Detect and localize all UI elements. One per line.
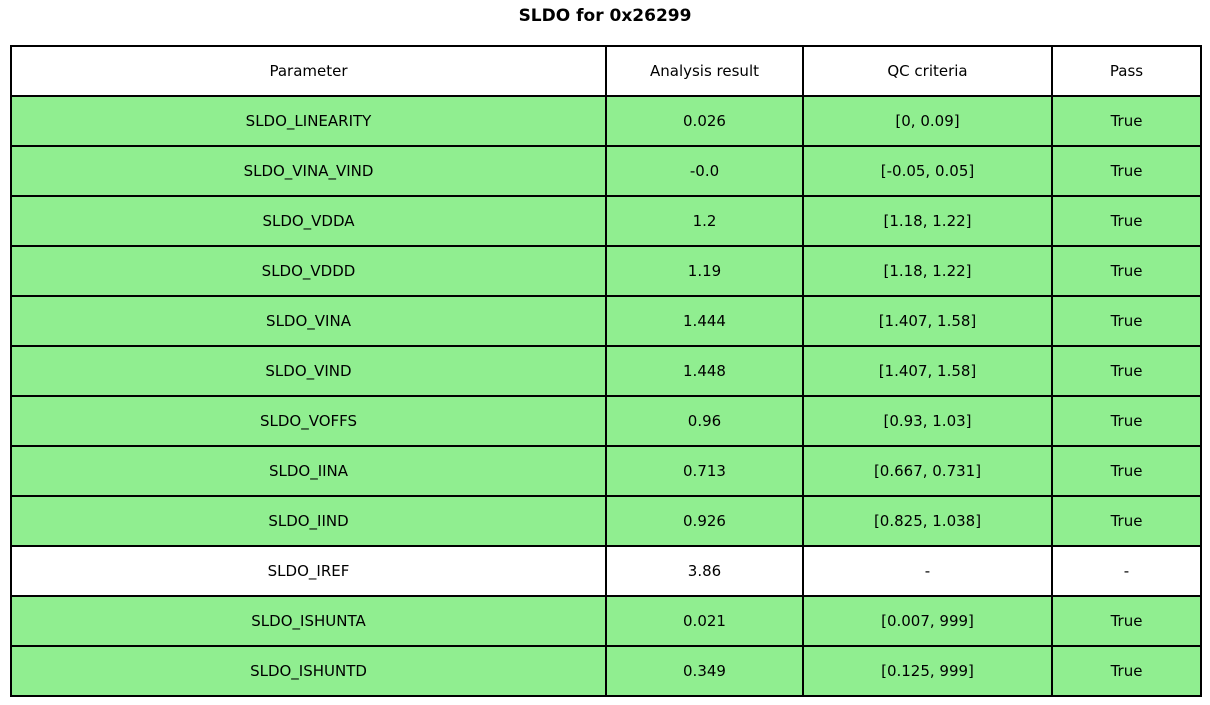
parameter-cell: SLDO_ISHUNTD — [10, 645, 607, 697]
analysis-result-cell: 0.349 — [605, 645, 804, 697]
parameter-cell: SLDO_VINA_VIND — [10, 145, 607, 197]
column-header-analysis-result: Analysis result — [605, 45, 804, 97]
table-row: SLDO_ISHUNTD 0.349 [0.125, 999] True — [10, 645, 1202, 697]
qc-criteria-cell: [1.18, 1.22] — [802, 245, 1053, 297]
analysis-result-cell: 0.021 — [605, 595, 804, 647]
table-row: SLDO_IIND 0.926 [0.825, 1.038] True — [10, 495, 1202, 547]
qc-criteria-cell: - — [802, 545, 1053, 597]
pass-cell: True — [1051, 195, 1202, 247]
table-row: SLDO_IREF 3.86 - - — [10, 545, 1202, 597]
table-row: SLDO_VINA_VIND -0.0 [-0.05, 0.05] True — [10, 145, 1202, 197]
pass-cell: True — [1051, 295, 1202, 347]
parameter-cell: SLDO_VINA — [10, 295, 607, 347]
table-row: SLDO_VDDA 1.2 [1.18, 1.22] True — [10, 195, 1202, 247]
parameter-cell: SLDO_IREF — [10, 545, 607, 597]
qc-criteria-cell: [0.667, 0.731] — [802, 445, 1053, 497]
parameter-cell: SLDO_VOFFS — [10, 395, 607, 447]
parameter-cell: SLDO_ISHUNTA — [10, 595, 607, 647]
table-row: SLDO_IINA 0.713 [0.667, 0.731] True — [10, 445, 1202, 497]
analysis-result-cell: 0.926 — [605, 495, 804, 547]
analysis-result-cell: 3.86 — [605, 545, 804, 597]
qc-criteria-cell: [1.18, 1.22] — [802, 195, 1053, 247]
table-row: SLDO_VOFFS 0.96 [0.93, 1.03] True — [10, 395, 1202, 447]
parameter-cell: SLDO_IINA — [10, 445, 607, 497]
column-header-pass: Pass — [1051, 45, 1202, 97]
qc-criteria-cell: [0.93, 1.03] — [802, 395, 1053, 447]
pass-cell: True — [1051, 395, 1202, 447]
table-row: SLDO_VINA 1.444 [1.407, 1.58] True — [10, 295, 1202, 347]
analysis-result-cell: 1.19 — [605, 245, 804, 297]
analysis-result-cell: 1.2 — [605, 195, 804, 247]
pass-cell: True — [1051, 445, 1202, 497]
pass-cell: True — [1051, 95, 1202, 147]
pass-cell: True — [1051, 495, 1202, 547]
pass-cell: True — [1051, 645, 1202, 697]
table-row: SLDO_LINEARITY 0.026 [0, 0.09] True — [10, 95, 1202, 147]
analysis-result-cell: 1.444 — [605, 295, 804, 347]
analysis-result-cell: -0.0 — [605, 145, 804, 197]
qc-criteria-cell: [0.007, 999] — [802, 595, 1053, 647]
parameter-cell: SLDO_LINEARITY — [10, 95, 607, 147]
qc-criteria-cell: [1.407, 1.58] — [802, 345, 1053, 397]
analysis-result-cell: 1.448 — [605, 345, 804, 397]
qc-criteria-cell: [0.825, 1.038] — [802, 495, 1053, 547]
pass-cell: True — [1051, 595, 1202, 647]
analysis-result-cell: 0.713 — [605, 445, 804, 497]
table-row: SLDO_VIND 1.448 [1.407, 1.58] True — [10, 345, 1202, 397]
analysis-result-cell: 0.026 — [605, 95, 804, 147]
table-row: SLDO_VDDD 1.19 [1.18, 1.22] True — [10, 245, 1202, 297]
parameter-cell: SLDO_IIND — [10, 495, 607, 547]
page-title: SLDO for 0x26299 — [518, 6, 692, 26]
column-header-qc-criteria: QC criteria — [802, 45, 1053, 97]
header-row: Parameter Analysis result QC criteria Pa… — [10, 45, 1202, 97]
pass-cell: True — [1051, 345, 1202, 397]
pass-cell: True — [1051, 145, 1202, 197]
parameter-cell: SLDO_VDDD — [10, 245, 607, 297]
qc-criteria-cell: [1.407, 1.58] — [802, 295, 1053, 347]
pass-cell: - — [1051, 545, 1202, 597]
parameter-cell: SLDO_VDDA — [10, 195, 607, 247]
qc-criteria-cell: [0.125, 999] — [802, 645, 1053, 697]
column-header-parameter: Parameter — [10, 45, 607, 97]
qc-criteria-cell: [-0.05, 0.05] — [802, 145, 1053, 197]
table-row: SLDO_ISHUNTA 0.021 [0.007, 999] True — [10, 595, 1202, 647]
qc-results-table: Parameter Analysis result QC criteria Pa… — [10, 45, 1202, 697]
pass-cell: True — [1051, 245, 1202, 297]
analysis-result-cell: 0.96 — [605, 395, 804, 447]
parameter-cell: SLDO_VIND — [10, 345, 607, 397]
qc-criteria-cell: [0, 0.09] — [802, 95, 1053, 147]
